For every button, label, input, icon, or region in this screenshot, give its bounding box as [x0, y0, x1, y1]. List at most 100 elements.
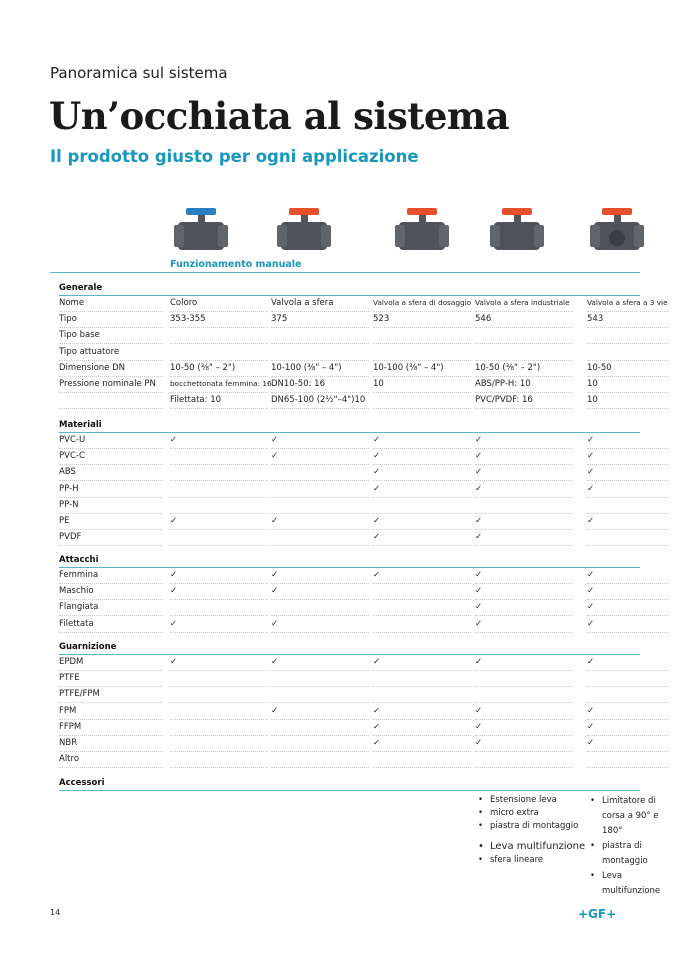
divider: [59, 751, 163, 752]
table-cell: ✓: [475, 451, 483, 462]
table-cell: ✓: [271, 705, 279, 716]
table-row: ABS ✓ ✓ ✓: [59, 465, 669, 482]
divider: [373, 529, 471, 530]
divider: [170, 359, 268, 361]
table-cell: ✓: [170, 586, 178, 597]
divider: [475, 615, 573, 617]
table-cell: ✓: [373, 467, 381, 478]
table-cell: ✓: [587, 586, 595, 597]
table-cell: bocchettonata femmina: 16: [170, 379, 272, 388]
divider: [475, 392, 573, 393]
divider: [373, 767, 471, 769]
table-row: Filettata ✓ ✓ ✓ ✓: [59, 617, 669, 633]
divider: [59, 464, 163, 466]
divider: [170, 545, 268, 547]
row-label: ABS: [59, 467, 76, 478]
divider: [587, 599, 669, 601]
table-cell: ✓: [373, 705, 381, 716]
divider: [475, 583, 573, 584]
divider: [587, 327, 669, 329]
table-cell: 543: [587, 314, 604, 325]
divider: [587, 767, 669, 769]
divider: [170, 751, 268, 752]
table-cell: 10-100 (⅜" – 4"): [373, 362, 444, 373]
divider: [587, 686, 669, 688]
table-row: FPM ✓ ✓ ✓ ✓: [59, 704, 669, 720]
divider: [587, 359, 669, 361]
table-row: PP-N: [59, 498, 669, 514]
divider: [170, 686, 268, 688]
divider: [587, 670, 669, 671]
table-cell: ✓: [587, 618, 595, 629]
table-cell: 10: [587, 395, 598, 406]
row-label: Femmina: [59, 570, 99, 580]
table-row: PTFE: [59, 671, 669, 688]
divider: [587, 375, 669, 377]
table-cell: ✓: [475, 705, 483, 716]
divider: [170, 408, 268, 410]
table-cell: ✓: [475, 602, 483, 613]
divider: [373, 734, 471, 736]
divider: [271, 343, 369, 345]
table-row: Tipo base: [59, 328, 669, 345]
valve-image: [172, 200, 242, 256]
divider: [373, 464, 471, 466]
section-divider: [59, 432, 640, 433]
table-row: FFPM ✓ ✓ ✓: [59, 720, 669, 736]
section-divider: [59, 295, 640, 296]
divider: [475, 311, 573, 312]
divider: [271, 327, 369, 329]
divider: [59, 327, 163, 329]
divider: [271, 718, 369, 720]
divider: [475, 496, 573, 498]
table-row: PE ✓ ✓ ✓ ✓ ✓: [59, 514, 669, 530]
row-label: Nome: [59, 298, 85, 308]
table-row: Tipo 353-355 375 523 546 543: [59, 312, 669, 329]
table-cell: ✓: [373, 483, 381, 494]
table-cell: ✓: [475, 532, 483, 543]
divider: [271, 751, 369, 752]
table-row: PVDF ✓ ✓: [59, 530, 669, 547]
divider: [373, 512, 471, 514]
table-cell: PVC/PVDF: 16: [475, 395, 533, 406]
section-divider: [59, 654, 640, 655]
table-cell: ABS/PP-H: 10: [475, 379, 531, 389]
table-cell: ✓: [475, 516, 483, 526]
accessory-item: micro extra: [478, 807, 586, 820]
divider: [373, 392, 471, 393]
table-cell: ✓: [587, 570, 595, 580]
divider: [271, 702, 369, 704]
table-cell: Filettata: 10: [170, 395, 222, 406]
divider: [587, 751, 669, 752]
table-cell: 10-50 (⅜" – 2"): [475, 362, 541, 373]
divider: [475, 480, 573, 482]
divider: [271, 512, 369, 514]
divider: [475, 375, 573, 377]
table-cell: ✓: [475, 467, 483, 478]
divider: [587, 343, 669, 345]
table-row: Flangiata ✓ ✓: [59, 600, 669, 617]
divider: [170, 583, 268, 584]
divider: [373, 375, 471, 377]
section-divider: [59, 790, 640, 791]
divider: [170, 702, 268, 704]
accessories-546: Estensione levamicro extrapiastra di mon…: [476, 794, 586, 867]
row-label: Tipo: [59, 314, 77, 325]
divider: [271, 631, 369, 633]
divider: [170, 670, 268, 671]
table-cell: ✓: [170, 657, 178, 667]
table-row: NBR ✓ ✓ ✓: [59, 736, 669, 752]
divider: [170, 615, 268, 617]
divider: [475, 529, 573, 530]
table-cell: ✓: [271, 570, 279, 580]
divider: [50, 272, 640, 273]
row-label: EPDM: [59, 657, 84, 667]
table-cell: ✓: [587, 435, 595, 445]
divider: [475, 734, 573, 736]
table-cell: Valvola a sfera a 3 vie: [587, 298, 668, 307]
page-number: 14: [50, 908, 61, 917]
table-cell: ✓: [170, 435, 178, 445]
table-row: PTFE/FPM: [59, 687, 669, 704]
table-cell: ✓: [271, 618, 279, 629]
